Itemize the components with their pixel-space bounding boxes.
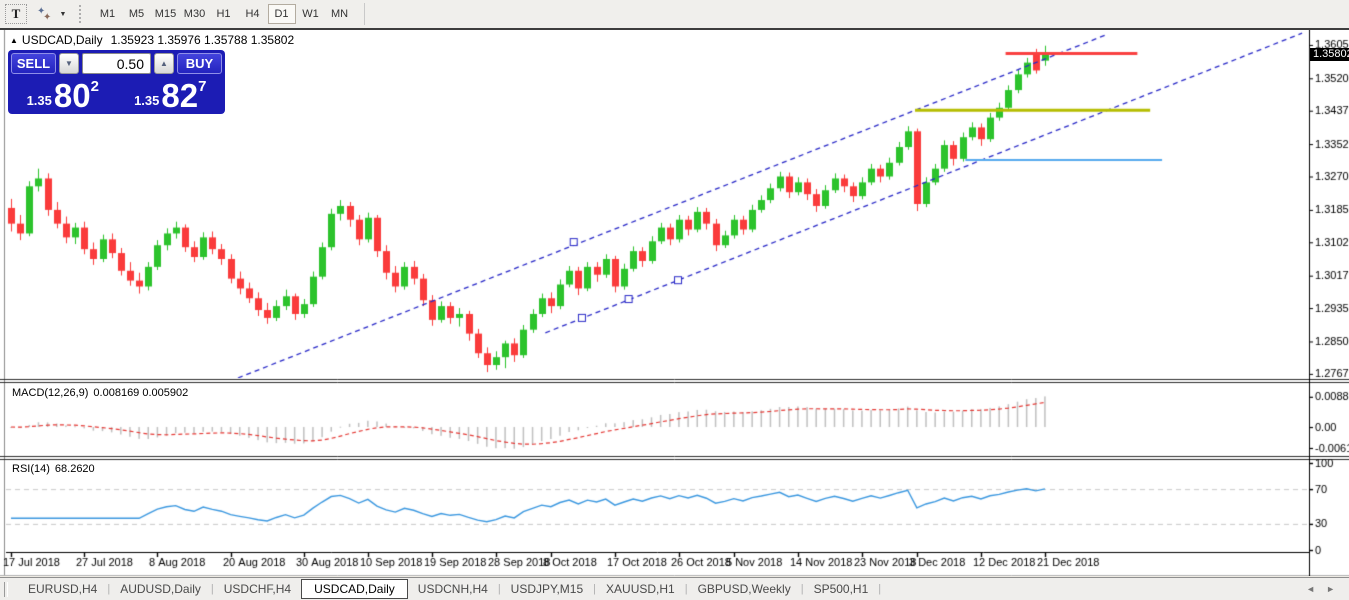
tab-scroll-right-icon[interactable]: ► xyxy=(1326,584,1335,594)
trade-panel-quotes: 1.35 80 2 1.35 82 7 xyxy=(11,77,223,114)
tab-gbpusd-weekly[interactable]: GBPUSD,Weekly xyxy=(697,582,791,596)
tab-bar-edge xyxy=(4,581,8,597)
buy-price-big: 82 xyxy=(161,77,199,114)
arrows-dropdown-button[interactable]: ▼ xyxy=(57,4,69,24)
rsi-value: 68.2620 xyxy=(54,463,95,475)
toolbar-separator xyxy=(364,3,365,25)
volume-decrease-button[interactable]: ▼ xyxy=(59,53,79,74)
text-tool-button[interactable]: T xyxy=(5,4,27,24)
timeframe-m30-button[interactable]: M30 xyxy=(181,4,209,24)
collapse-icon[interactable]: ▲ xyxy=(10,36,18,45)
current-price-label: 1.35802 xyxy=(1310,48,1349,61)
buy-price[interactable]: 1.35 82 7 xyxy=(119,77,223,114)
tab-sp500-h1[interactable]: SP500,H1 xyxy=(813,582,869,596)
chart-ohlc-values: 1.35923 1.35976 1.35788 1.35802 xyxy=(110,33,295,47)
tab-separator: | xyxy=(497,583,501,595)
rsi-label: RSI(14) 68.2620 xyxy=(12,463,95,475)
tab-separator: | xyxy=(593,583,597,595)
tab-separator: | xyxy=(800,583,804,595)
timeframe-m5-button[interactable]: M5 xyxy=(123,4,151,24)
tab-separator: | xyxy=(107,583,111,595)
timeframe-h1-button[interactable]: H1 xyxy=(210,4,238,24)
buy-price-prefix: 1.35 xyxy=(134,93,160,108)
tab-separator: | xyxy=(210,583,214,595)
chart-window: ▲ USDCAD,Daily 1.35923 1.35976 1.35788 1.3… xyxy=(0,30,1349,576)
arrows-tool-button[interactable]: ✦ ✦ xyxy=(33,4,57,24)
chart-tab-bar: EURUSD,H4 | AUDUSD,Daily | USDCHF,H4 USD… xyxy=(0,577,1349,600)
arrows-icon-2: ✦ xyxy=(43,12,52,23)
timeframe-m15-button[interactable]: M15 xyxy=(152,4,180,24)
timeframe-mn-button[interactable]: MN xyxy=(326,4,354,24)
timeframe-d1-button[interactable]: D1 xyxy=(267,4,296,24)
sell-price-sup: 2 xyxy=(90,78,99,95)
sell-price-big: 80 xyxy=(53,77,91,114)
chart-title: ▲ USDCAD,Daily 1.35923 1.35976 1.35788 1.3… xyxy=(10,33,294,47)
timeframe-w1-button[interactable]: W1 xyxy=(297,4,325,24)
toolbar-grip[interactable] xyxy=(79,5,85,23)
window-top-border xyxy=(0,28,1349,30)
tab-usdchf-h4[interactable]: USDCHF,H4 xyxy=(223,582,292,596)
tab-separator: | xyxy=(878,583,882,595)
chart-symbol-period: USDCAD,Daily xyxy=(21,33,103,47)
tab-eurusd-h4[interactable]: EURUSD,H4 xyxy=(28,582,98,596)
buy-button[interactable]: BUY xyxy=(177,53,222,74)
buy-price-sup: 7 xyxy=(198,78,207,95)
rsi-name: RSI(14) xyxy=(12,463,50,475)
macd-name: MACD(12,26,9) xyxy=(12,387,89,399)
timeframe-h4-button[interactable]: H4 xyxy=(239,4,267,24)
timeframe-m1-button[interactable]: M1 xyxy=(94,4,122,24)
sell-price[interactable]: 1.35 80 2 xyxy=(11,77,115,114)
trade-panel-controls: SELL ▼ ▲ BUY xyxy=(11,53,222,74)
tab-usdcnh-h4[interactable]: USDCNH,H4 xyxy=(417,582,488,596)
one-click-trading-panel: SELL ▼ ▲ BUY 1.35 80 2 1.35 82 7 xyxy=(8,50,225,114)
sell-button[interactable]: SELL xyxy=(11,53,56,74)
tab-usdcad-daily[interactable]: USDCAD,Daily xyxy=(301,579,408,599)
date-axis[interactable] xyxy=(6,553,1309,575)
macd-values: 0.008169 0.005902 xyxy=(93,387,189,399)
price-axis[interactable] xyxy=(1310,30,1349,576)
tab-separator: | xyxy=(684,583,688,595)
tab-usdjpy-m15[interactable]: USDJPY,M15 xyxy=(510,582,584,596)
tab-scroll-left-icon[interactable]: ◄ xyxy=(1306,584,1315,594)
volume-increase-button[interactable]: ▲ xyxy=(154,53,174,74)
tab-audusd-daily[interactable]: AUDUSD,Daily xyxy=(120,582,201,596)
toolbar: T ✦ ✦ ▼ M1 M5 M15 M30 H1 H4 D1 W1 MN xyxy=(0,0,1349,28)
sell-price-prefix: 1.35 xyxy=(26,93,52,108)
volume-input[interactable] xyxy=(82,53,151,74)
tab-xauusd-h1[interactable]: XAUUSD,H1 xyxy=(606,582,675,596)
arrows-icon: ✦ xyxy=(37,6,46,17)
price-chart-canvas[interactable] xyxy=(0,30,1349,576)
macd-label: MACD(12,26,9) 0.008169 0.005902 xyxy=(12,387,188,399)
